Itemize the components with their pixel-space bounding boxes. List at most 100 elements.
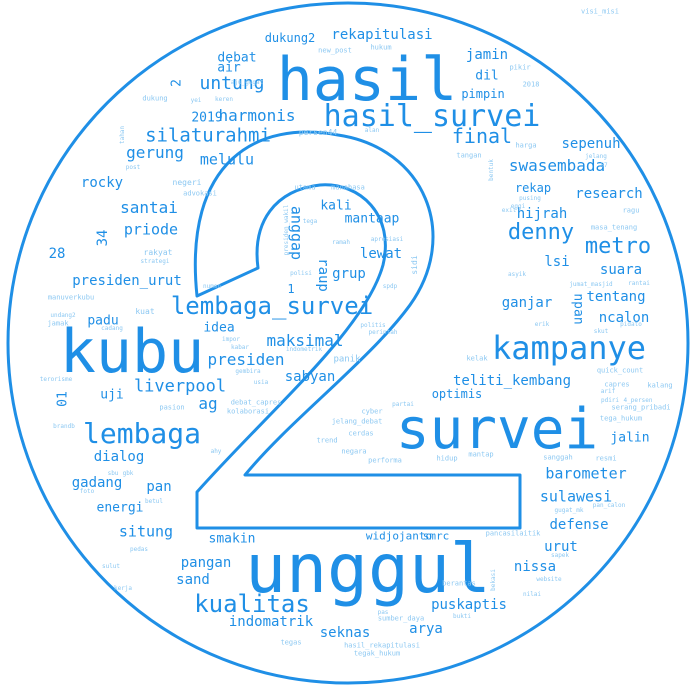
- word-01: 01: [55, 391, 71, 407]
- word-rocky: rocky: [80, 175, 124, 191]
- word-rekap: rekap: [514, 181, 552, 195]
- small-word-ramah: ramah: [331, 239, 351, 246]
- small-word-visi-misi: visi_misi: [581, 7, 619, 16]
- small-word-tega-hukum: tega_hukum: [599, 414, 643, 423]
- word-energi: energi: [96, 500, 144, 516]
- small-word-pas: pas: [377, 609, 389, 616]
- small-word-sidi: sidi: [410, 255, 419, 275]
- small-word-bekasi: bekasi: [490, 569, 497, 591]
- small-word-kerja: kerja: [113, 585, 133, 592]
- small-word-performa: performa: [368, 456, 402, 465]
- word-kubu: kubu: [59, 317, 205, 387]
- small-word-skut: skut: [593, 328, 609, 335]
- numeral-two-outline: [193, 130, 522, 530]
- small-word-keren: keren: [214, 96, 234, 103]
- small-word-perintah: perintah: [368, 329, 398, 336]
- small-word-undang2: undang2: [50, 312, 76, 319]
- small-word-jelang-debat: jelang_debat: [331, 417, 383, 426]
- small-word-exit: exit: [501, 207, 517, 214]
- word-pan: pan: [146, 479, 172, 495]
- word-mantaap: mantaap: [344, 211, 400, 227]
- word-sulawesi: sulawesi: [539, 487, 613, 506]
- word-dialog: dialog: [93, 449, 145, 465]
- small-word-kabar: kabar: [230, 344, 250, 351]
- small-word-hasil-rekapitulasi: hasil_rekapitulasi: [344, 641, 420, 650]
- small-word-serang-pribadi: serang_pribadi: [611, 403, 671, 412]
- small-word-nilai: nilai: [522, 591, 542, 598]
- word-kali: kali: [320, 198, 352, 214]
- small-word-hukum: hukum: [370, 43, 392, 52]
- word-indomatrik: indomatrik: [228, 614, 314, 630]
- word-tentang: tentang: [586, 289, 646, 305]
- small-word-capres: capres: [604, 380, 630, 389]
- small-word-brandb: brandb: [53, 423, 75, 430]
- small-word-pasion: pasion: [159, 403, 185, 412]
- small-word-jamak: jamak: [47, 319, 69, 328]
- small-word-alan: alan: [364, 127, 380, 134]
- word-hijrah: hijrah: [516, 206, 568, 222]
- small-word-usia: usia: [253, 379, 269, 386]
- word-jalin: jalin: [610, 430, 650, 446]
- small-word-tegas: tegas: [280, 638, 302, 647]
- word-padu: padu: [87, 313, 119, 329]
- small-word-partai: partai: [392, 401, 414, 408]
- small-word-manahasa: manahasa: [331, 183, 365, 192]
- word-liverpool: liverpool: [133, 376, 227, 397]
- small-word-mantap: mantap: [468, 450, 494, 459]
- small-word-panik: panik: [333, 354, 361, 365]
- small-word-indometrik: indometrik: [285, 346, 323, 353]
- word-rekapitulasi: rekapitulasi: [331, 27, 433, 43]
- small-word-sapek: sapek: [550, 552, 570, 559]
- small-word-kelak: kelak: [466, 354, 488, 363]
- word-presiden: presiden: [207, 350, 285, 369]
- small-word-berantas: berantas: [442, 579, 476, 588]
- word-nissa: nissa: [513, 559, 557, 575]
- small-word-masa-tenang: masa_tenang: [590, 223, 638, 232]
- small-word-kolaborasi: kolaborasi: [226, 407, 270, 416]
- word-pimpin: pimpin: [461, 87, 505, 101]
- small-word-bukti: bukti: [452, 613, 472, 620]
- small-word-utama: utama: [294, 183, 316, 192]
- word-air: air: [217, 60, 241, 76]
- small-word-cyber: cyber: [361, 407, 383, 416]
- word-npan: npan: [570, 293, 586, 325]
- small-word-new-post: new_post: [318, 46, 352, 55]
- small-word-foto: foto: [79, 488, 95, 495]
- small-word-jumat-masjid: jumat_masjid: [569, 281, 613, 288]
- word-raup: raup: [315, 258, 331, 292]
- word-dukung2: dukung2: [264, 31, 316, 45]
- small-word-pedas: pedas: [129, 546, 149, 553]
- small-word-bentuk: bentuk: [488, 159, 495, 181]
- small-word-sulut: sulut: [101, 563, 121, 570]
- word-presiden-urut: presiden_urut: [72, 273, 182, 289]
- small-word-numen: numen: [202, 283, 222, 290]
- word-unggul: unggul: [245, 530, 491, 609]
- word-hasil: hasil: [276, 45, 458, 115]
- word-2: 2: [169, 79, 185, 87]
- word-teliti-kembang: teliti_kembang: [452, 373, 572, 389]
- word-melulu: melulu: [199, 150, 255, 169]
- word-survei: survei: [395, 397, 599, 462]
- word-research: research: [575, 186, 643, 202]
- small-word-terorisme: terorisme: [39, 376, 73, 383]
- small-word-ragu: ragu: [622, 206, 640, 215]
- word-seknas: seknas: [319, 625, 371, 641]
- word-lsi: lsi: [544, 254, 570, 270]
- small-word-quick-count: quick_count: [596, 366, 644, 375]
- small-word-gbk: gbk: [122, 470, 134, 477]
- word-denny: denny: [507, 220, 575, 245]
- word-maksimal: maksimal: [266, 331, 344, 350]
- word-optimis: optimis: [431, 387, 483, 401]
- small-word-politis: politis: [360, 322, 386, 329]
- word-lembaga-survei: lembaga_survei: [170, 292, 374, 320]
- small-word-impor: impor: [221, 336, 241, 343]
- word-silaturahmi: silaturahmi: [145, 124, 271, 147]
- word-hasil-survei: hasil_survei: [323, 99, 541, 134]
- word-situng: situng: [118, 522, 174, 541]
- small-word-sbu: sbu: [107, 470, 119, 477]
- word-final: final: [451, 124, 513, 148]
- small-word-sumber-daya: sumber_daya: [377, 614, 425, 623]
- small-word-asyik: asyik: [507, 271, 527, 278]
- small-word-gembira: gembira: [235, 368, 261, 375]
